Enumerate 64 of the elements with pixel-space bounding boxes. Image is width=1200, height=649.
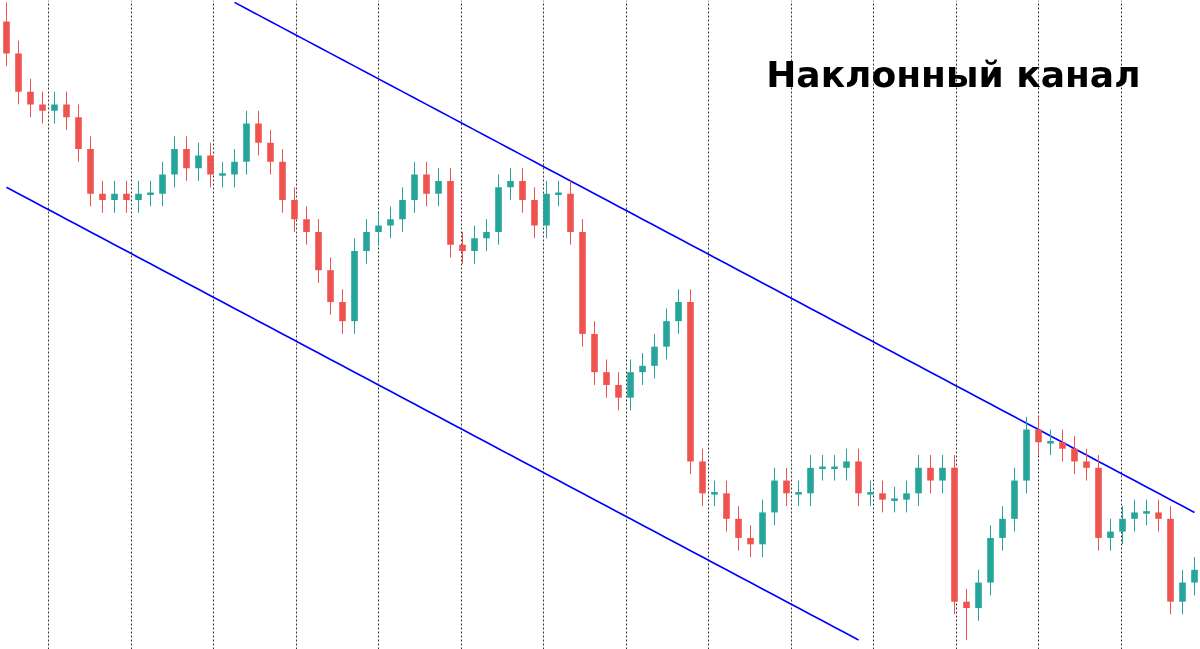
candlestick (639, 352, 646, 386)
candlestick (519, 167, 526, 214)
candlestick (711, 480, 718, 507)
candlestick (27, 78, 34, 118)
candlestick (903, 480, 910, 513)
candlestick (1143, 499, 1150, 526)
candlestick (291, 186, 298, 233)
candlestick (255, 110, 262, 156)
candlestick (963, 588, 970, 641)
candlestick (423, 161, 430, 207)
candlestick (159, 161, 166, 207)
candlestick (471, 225, 478, 265)
candlestick (147, 180, 154, 207)
candlestick (927, 454, 934, 494)
candlestick (615, 371, 622, 411)
candlestick (735, 505, 742, 552)
candlestick (399, 186, 406, 233)
candlestick (1155, 499, 1162, 533)
candlestick (1083, 448, 1090, 482)
candlestick (507, 167, 514, 201)
candlestick (1179, 569, 1186, 615)
candlestick (1131, 499, 1138, 533)
candlestick (51, 91, 58, 125)
candlestick (1071, 435, 1078, 475)
candlestick (303, 205, 310, 246)
candlestick (555, 180, 562, 207)
candlestick (99, 180, 106, 214)
candlestick (219, 161, 226, 188)
candlestick (123, 180, 130, 214)
candlestick (183, 135, 190, 182)
candlestick (939, 454, 946, 494)
candlestick (879, 480, 886, 513)
candlestick (1119, 505, 1126, 545)
candlestick (675, 288, 682, 335)
candlestick (135, 180, 142, 214)
candlestick (195, 142, 202, 182)
candlestick (375, 212, 382, 246)
candlestick (795, 480, 802, 507)
candlestick (783, 467, 790, 507)
candlestick (843, 448, 850, 482)
candlestick (207, 142, 214, 188)
candlestick (435, 167, 442, 207)
candlestick (363, 218, 370, 265)
candlestick (63, 91, 70, 131)
candlestick (1107, 518, 1114, 552)
candlestick (891, 486, 898, 513)
candlestick (39, 91, 46, 125)
candlestick (747, 524, 754, 558)
candlestick (999, 505, 1006, 552)
candlestick (1047, 429, 1054, 456)
candlestick (867, 480, 874, 507)
candlestick (387, 205, 394, 239)
candlestick (267, 129, 274, 176)
candlestick (459, 231, 466, 265)
candlestick (111, 180, 118, 214)
candlestick (1059, 429, 1066, 462)
candlestick (1035, 416, 1042, 456)
candlestick (651, 333, 658, 380)
candlestick (603, 358, 610, 399)
candlestick (1191, 556, 1198, 596)
candlestick (231, 148, 238, 188)
candlestick (483, 218, 490, 252)
candlestick (339, 288, 346, 335)
text: Наклонный канал (766, 53, 1141, 95)
